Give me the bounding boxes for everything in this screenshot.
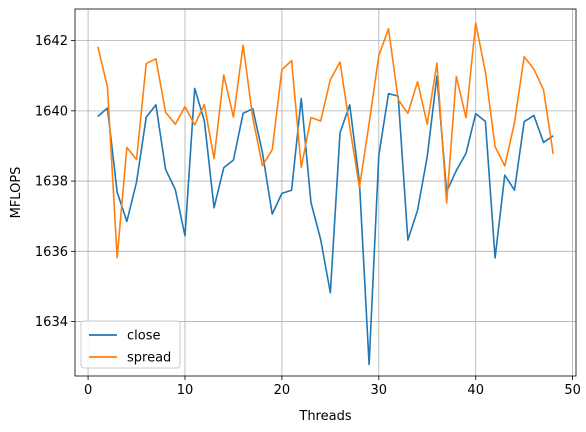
x-tick-label: 0 [84,383,92,398]
y-tick-label: 1634 [35,315,68,330]
series-line-spread [96,22,555,259]
x-tick-label: 30 [371,383,388,398]
series-layer [96,22,555,366]
plot-frame [74,8,577,377]
legend: close spread [80,320,181,369]
y-tick-label: 1640 [35,104,68,119]
legend-label-close: close [127,329,160,344]
y-tick-label: 1638 [35,175,68,190]
x-tick-label: 40 [467,383,484,398]
x-tick-label: 20 [274,383,291,398]
series-line-close [97,75,554,366]
ticks: 0 10 20 30 40 50 1634 1636 1638 1640 1642 [35,34,581,398]
y-tick-label: 1642 [35,34,68,49]
y-axis-label: MFLOPS [9,167,24,219]
legend-label-spread: spread [127,351,171,366]
x-tick-label: 50 [564,383,581,398]
y-tick-label: 1636 [35,245,68,260]
x-tick-label: 10 [177,383,194,398]
x-axis-label: Threads [298,409,351,424]
